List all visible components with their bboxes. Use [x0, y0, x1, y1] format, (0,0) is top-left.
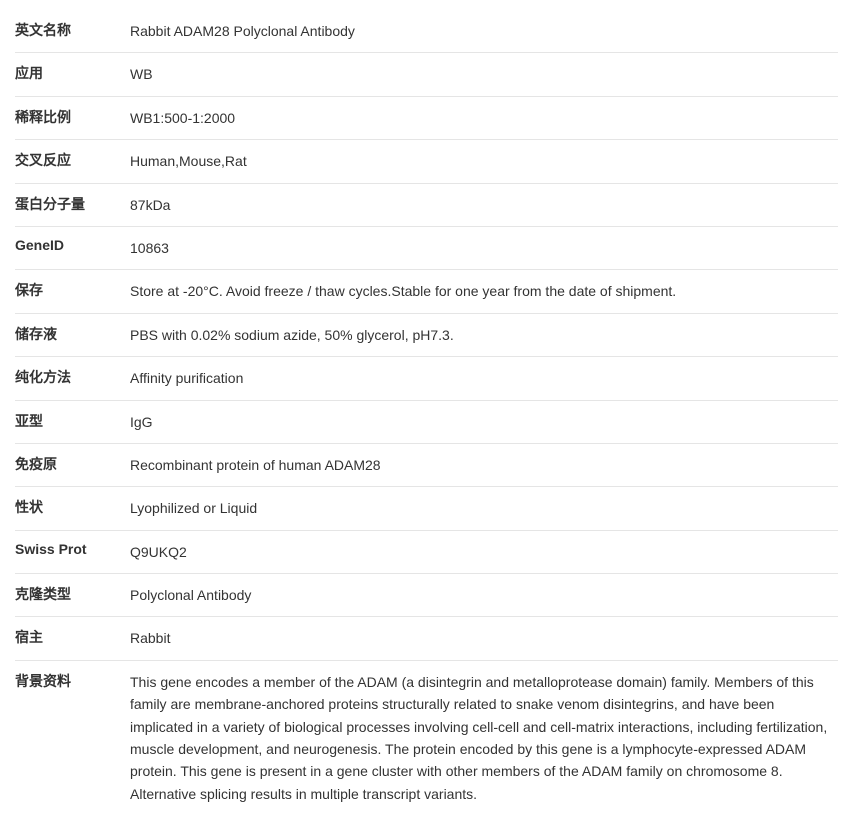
table-row: 亚型 IgG — [15, 401, 838, 444]
table-row: GeneID 10863 — [15, 227, 838, 270]
row-label: 稀释比例 — [15, 107, 130, 127]
row-value: Store at -20°C. Avoid freeze / thaw cycl… — [130, 280, 838, 302]
table-row: 免疫原 Recombinant protein of human ADAM28 — [15, 444, 838, 487]
product-spec-table: 英文名称 Rabbit ADAM28 Polyclonal Antibody 应… — [15, 10, 838, 815]
row-value: Human,Mouse,Rat — [130, 150, 838, 172]
table-row: 保存 Store at -20°C. Avoid freeze / thaw c… — [15, 270, 838, 313]
row-value: Rabbit — [130, 627, 838, 649]
table-row: 宿主 Rabbit — [15, 617, 838, 660]
row-value: WB — [130, 63, 838, 85]
table-row: 背景资料 This gene encodes a member of the A… — [15, 661, 838, 815]
row-value: Affinity purification — [130, 367, 838, 389]
row-value: IgG — [130, 411, 838, 433]
row-label: Swiss Prot — [15, 541, 130, 557]
row-value: 10863 — [130, 237, 838, 259]
table-row: 英文名称 Rabbit ADAM28 Polyclonal Antibody — [15, 10, 838, 53]
row-label: 交叉反应 — [15, 150, 130, 170]
table-row: Swiss Prot Q9UKQ2 — [15, 531, 838, 574]
row-label: 性状 — [15, 497, 130, 517]
row-value: Lyophilized or Liquid — [130, 497, 838, 519]
row-label: 宿主 — [15, 627, 130, 647]
row-label: 背景资料 — [15, 671, 130, 691]
row-value: This gene encodes a member of the ADAM (… — [130, 671, 838, 805]
row-label: 保存 — [15, 280, 130, 300]
row-value: Rabbit ADAM28 Polyclonal Antibody — [130, 20, 838, 42]
table-row: 克隆类型 Polyclonal Antibody — [15, 574, 838, 617]
row-label: 克隆类型 — [15, 584, 130, 604]
table-row: 交叉反应 Human,Mouse,Rat — [15, 140, 838, 183]
row-label: GeneID — [15, 237, 130, 253]
row-label: 应用 — [15, 63, 130, 83]
row-value: Polyclonal Antibody — [130, 584, 838, 606]
table-row: 纯化方法 Affinity purification — [15, 357, 838, 400]
table-row: 稀释比例 WB1:500-1:2000 — [15, 97, 838, 140]
row-value: 87kDa — [130, 194, 838, 216]
row-label: 英文名称 — [15, 20, 130, 40]
row-value: PBS with 0.02% sodium azide, 50% glycero… — [130, 324, 838, 346]
row-value: WB1:500-1:2000 — [130, 107, 838, 129]
table-row: 蛋白分子量 87kDa — [15, 184, 838, 227]
table-row: 应用 WB — [15, 53, 838, 96]
row-value: Recombinant protein of human ADAM28 — [130, 454, 838, 476]
row-label: 蛋白分子量 — [15, 194, 130, 214]
table-row: 储存液 PBS with 0.02% sodium azide, 50% gly… — [15, 314, 838, 357]
row-label: 免疫原 — [15, 454, 130, 474]
row-value: Q9UKQ2 — [130, 541, 838, 563]
row-label: 纯化方法 — [15, 367, 130, 387]
table-row: 性状 Lyophilized or Liquid — [15, 487, 838, 530]
row-label: 储存液 — [15, 324, 130, 344]
row-label: 亚型 — [15, 411, 130, 431]
